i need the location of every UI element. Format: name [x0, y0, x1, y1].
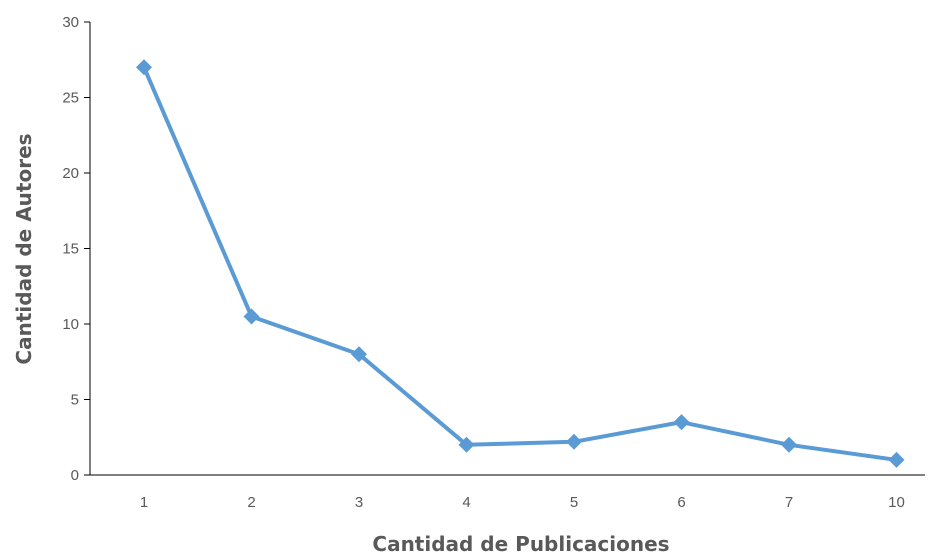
y-tick-label: 15: [62, 241, 79, 258]
data-point-marker: [566, 433, 582, 450]
y-tick-label: 30: [62, 14, 79, 31]
x-tick-label: 4: [462, 494, 470, 511]
data-point-marker: [673, 414, 690, 431]
y-axis: 0 5 10 15 20 25 30: [62, 14, 91, 484]
data-point-marker: [781, 436, 797, 453]
y-tick-label: 10: [62, 316, 79, 333]
y-axis-title: Cantidad de Autores: [12, 133, 36, 364]
data-point-marker: [136, 59, 152, 76]
x-tick-label: 1: [140, 494, 148, 511]
x-tick-label: 3: [355, 494, 363, 511]
x-axis-title: Cantidad de Publicaciones: [372, 532, 669, 552]
x-tick-label: 10: [888, 494, 905, 511]
x-tick-label: 2: [247, 494, 255, 511]
y-tick-label: 0: [71, 467, 79, 484]
x-tick-label: 5: [570, 494, 578, 511]
series-line: [142, 65, 899, 462]
data-point-marker: [351, 346, 367, 363]
data-point-marker: [888, 451, 905, 468]
data-point-marker: [458, 436, 475, 453]
y-tick-label: 5: [71, 392, 79, 409]
y-tick-label: 25: [62, 90, 79, 107]
x-tick-label: 6: [677, 494, 685, 511]
data-point-marker: [243, 308, 260, 325]
y-tick-label: 20: [62, 165, 79, 182]
x-tick-label: 7: [785, 494, 793, 511]
series-layer: [136, 59, 905, 468]
x-axis: 1 2 3 4 5 6 7 10: [90, 474, 925, 511]
